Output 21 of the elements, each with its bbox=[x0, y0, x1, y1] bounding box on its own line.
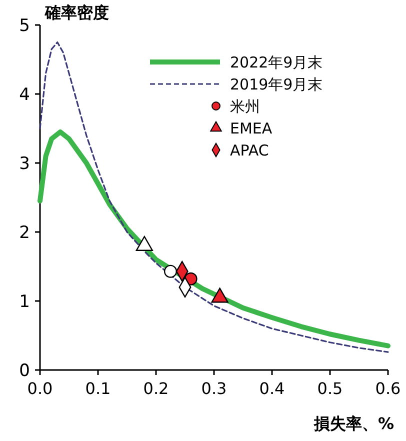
legend-label: 2022年9月末 bbox=[230, 53, 323, 72]
legend-label: EMEA bbox=[230, 119, 273, 138]
x-axis-title: 損失率、% bbox=[312, 414, 394, 433]
y-tick-label: 3 bbox=[19, 154, 30, 174]
legend-label: 米州 bbox=[230, 97, 260, 116]
y-tick-label: 5 bbox=[19, 16, 30, 36]
x-tick-label: 0.0 bbox=[27, 379, 53, 398]
y-axis-title: 確率密度 bbox=[44, 3, 109, 22]
y-tick-label: 0 bbox=[19, 360, 30, 381]
x-tick-label: 0.1 bbox=[85, 379, 111, 398]
x-tick-label: 0.6 bbox=[375, 379, 401, 398]
x-tick-label: 0.4 bbox=[259, 379, 285, 398]
legend-label: 2019年9月末 bbox=[230, 75, 323, 94]
line-series bbox=[39, 41, 389, 353]
y-tick-label: 1 bbox=[19, 292, 30, 312]
x-tick-label: 0.5 bbox=[317, 379, 343, 398]
legend-label: APAC bbox=[230, 141, 269, 160]
x-tick-label: 0.3 bbox=[201, 379, 227, 398]
y-tick-label: 4 bbox=[19, 84, 30, 105]
y-tick-label: 2 bbox=[19, 222, 30, 243]
x-tick-label: 0.2 bbox=[143, 379, 169, 398]
